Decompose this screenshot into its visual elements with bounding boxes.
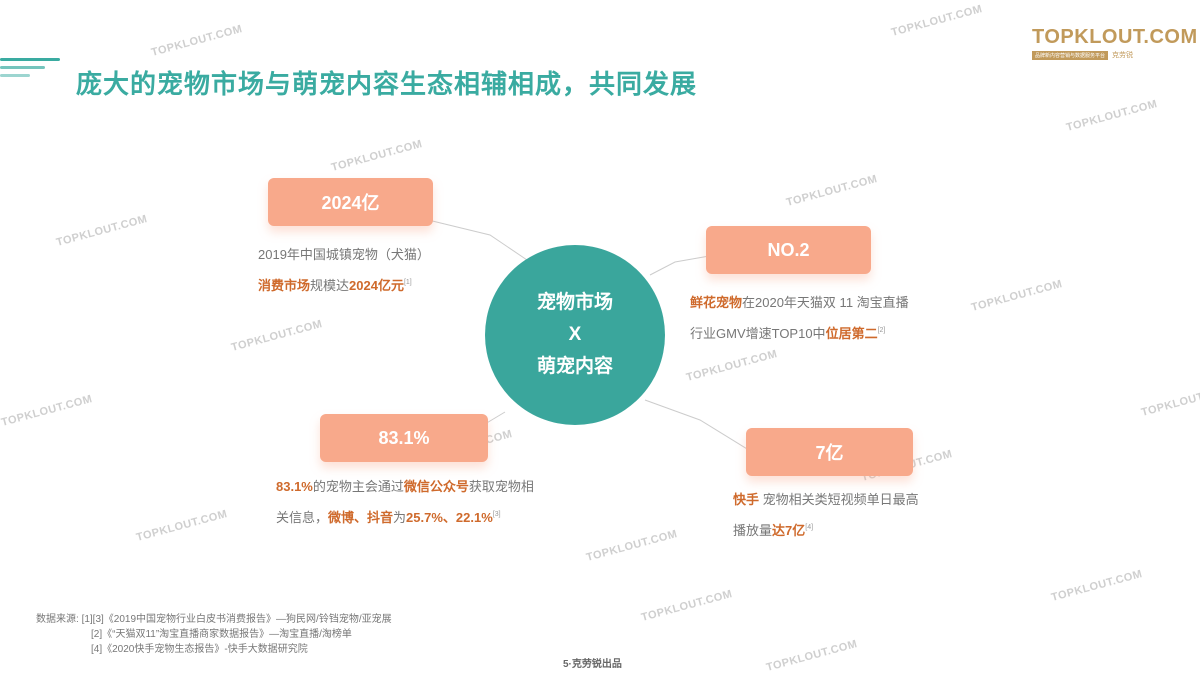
stat-box-rank: NO.2	[706, 226, 871, 274]
center-circle: 宠物市场 X 萌宠内容	[485, 245, 665, 425]
stat-desc-rank: 鲜花宠物在2020年天猫双 11 淘宝直播 行业GMV增速TOP10中位居第二[…	[690, 295, 909, 341]
logo-text: TOPKLOUT.COM	[1032, 26, 1198, 48]
logo-cn: 克劳锐	[1112, 52, 1134, 59]
stat-desc-kuaishou: 快手 宠物相关类短视频单日最高 播放量达7亿[4]	[733, 492, 919, 538]
center-line2: X	[568, 324, 582, 345]
connector-bottom-right	[644, 399, 766, 461]
center-line3: 萌宠内容	[536, 356, 613, 377]
page-footer: 5·克劳锐出品	[563, 659, 622, 670]
stat-box-kuaishou: 7亿	[746, 428, 913, 476]
sources-label: 数据来源:	[36, 614, 79, 625]
connector-top-right	[649, 254, 716, 276]
decor-line	[0, 74, 30, 77]
stat-desc-market: 2019年中国城镇宠物（犬猫） 消费市场规模达2024亿元[1]	[258, 247, 430, 293]
page-title: 庞大的宠物市场与萌宠内容生态相辅相成，共同发展	[76, 69, 698, 99]
logo: TOPKLOUT.COM 品牌新内容营销与数据服务平台 克劳锐	[1032, 26, 1198, 60]
data-sources: 数据来源: [1][3]《2019中国宠物行业白皮书消费报告》—狗民网/铃铛宠物…	[36, 614, 392, 655]
decor-line	[0, 66, 45, 69]
decor-line	[0, 58, 60, 61]
stat-desc-wechat: 83.1%的宠物主会通过微信公众号获取宠物相 关信息，微博、抖音为25.7%、2…	[276, 479, 534, 525]
stat-box-wechat: 83.1%	[320, 414, 488, 462]
center-line1: 宠物市场	[536, 292, 613, 313]
stat-box-market: 2024亿	[268, 178, 433, 226]
connector-top-left	[419, 217, 531, 263]
logo-tagline: 品牌新内容营销与数据服务平台	[1032, 50, 1109, 60]
